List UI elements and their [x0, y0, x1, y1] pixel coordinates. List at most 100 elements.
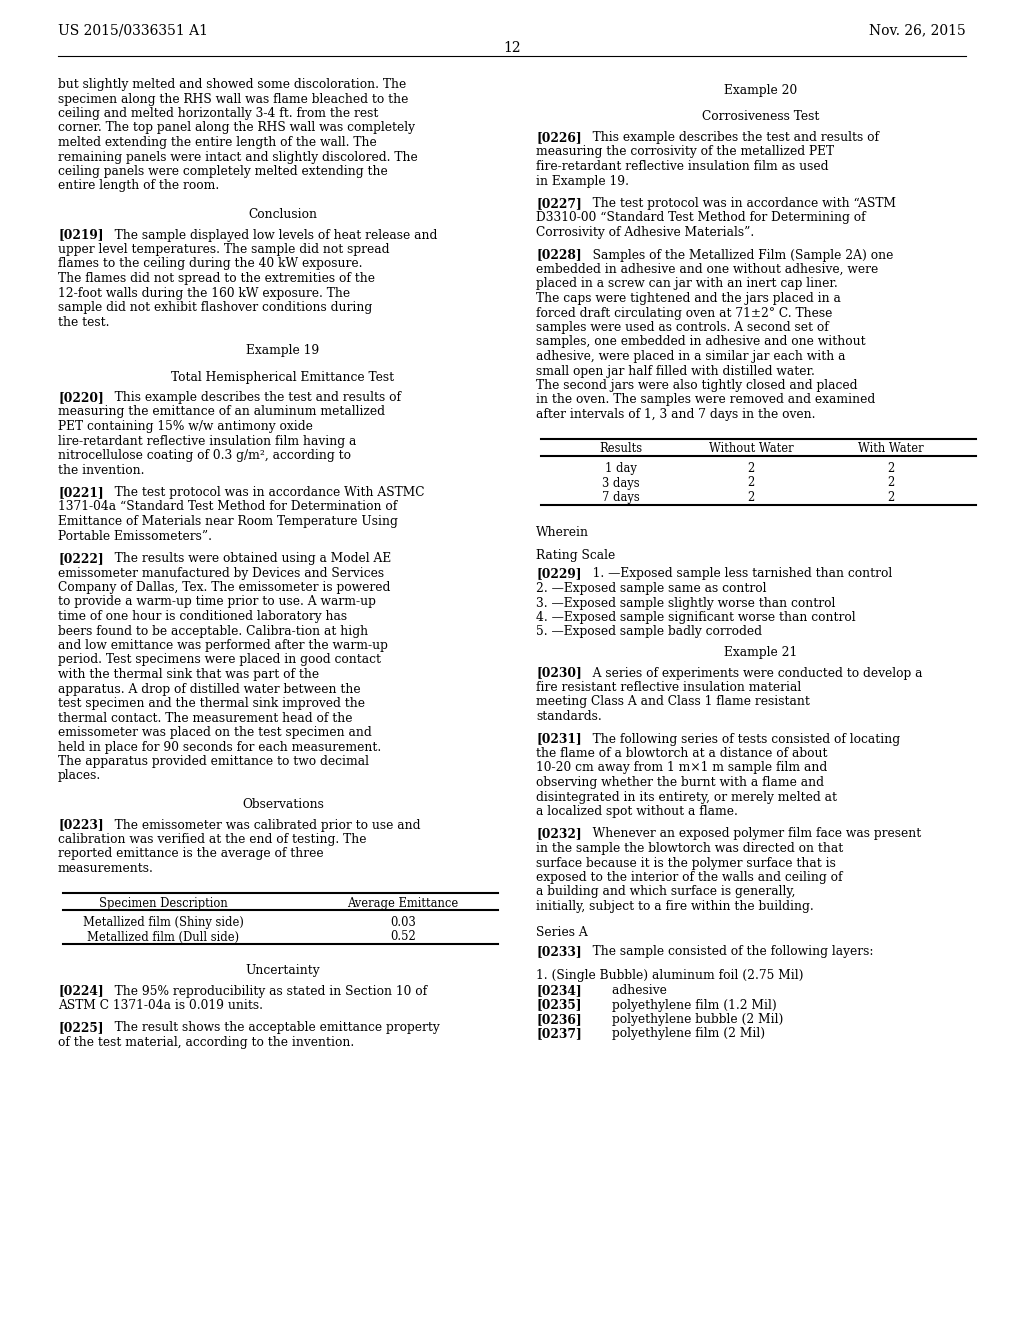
Text: ceiling and melted horizontally 3-4 ft. from the rest: ceiling and melted horizontally 3-4 ft. … — [58, 107, 379, 120]
Text: Nov. 26, 2015: Nov. 26, 2015 — [869, 22, 966, 37]
Text: 2: 2 — [888, 462, 895, 475]
Text: PET containing 15% w/w antimony oxide: PET containing 15% w/w antimony oxide — [58, 420, 313, 433]
Text: the flame of a blowtorch at a distance of about: the flame of a blowtorch at a distance o… — [536, 747, 827, 760]
Text: Example 20: Example 20 — [724, 84, 798, 96]
Text: Without Water: Without Water — [709, 442, 794, 455]
Text: [0223]: [0223] — [58, 818, 103, 832]
Text: 1. (Single Bubble) aluminum foil (2.75 Mil): 1. (Single Bubble) aluminum foil (2.75 M… — [536, 969, 804, 982]
Text: ASTM C 1371-04a is 0.019 units.: ASTM C 1371-04a is 0.019 units. — [58, 999, 263, 1012]
Text: 1 day: 1 day — [605, 462, 637, 475]
Text: Metallized film (Shiny side): Metallized film (Shiny side) — [83, 916, 244, 929]
Text: Metallized film (Dull side): Metallized film (Dull side) — [87, 931, 239, 944]
Text: A series of experiments were conducted to develop a: A series of experiments were conducted t… — [581, 667, 923, 680]
Text: after intervals of 1, 3 and 7 days in the oven.: after intervals of 1, 3 and 7 days in th… — [536, 408, 815, 421]
Text: The caps were tightened and the jars placed in a: The caps were tightened and the jars pla… — [536, 292, 841, 305]
Text: meeting Class A and Class 1 flame resistant: meeting Class A and Class 1 flame resist… — [536, 696, 810, 709]
Text: ceiling panels were completely melted extending the: ceiling panels were completely melted ex… — [58, 165, 388, 178]
Text: The flames did not spread to the extremities of the: The flames did not spread to the extremi… — [58, 272, 375, 285]
Text: test specimen and the thermal sink improved the: test specimen and the thermal sink impro… — [58, 697, 365, 710]
Text: with the thermal sink that was part of the: with the thermal sink that was part of t… — [58, 668, 319, 681]
Text: flames to the ceiling during the 40 kW exposure.: flames to the ceiling during the 40 kW e… — [58, 257, 362, 271]
Text: polyethylene film (2 Mil): polyethylene film (2 Mil) — [581, 1027, 765, 1040]
Text: 0.03: 0.03 — [390, 916, 416, 929]
Text: Observations: Observations — [242, 799, 324, 810]
Text: Conclusion: Conclusion — [249, 209, 317, 220]
Text: reported emittance is the average of three: reported emittance is the average of thr… — [58, 847, 324, 861]
Text: 3 days: 3 days — [602, 477, 640, 490]
Text: [0222]: [0222] — [58, 552, 103, 565]
Text: This example describes the test and results of: This example describes the test and resu… — [581, 131, 879, 144]
Text: small open jar half filled with distilled water.: small open jar half filled with distille… — [536, 364, 815, 378]
Text: forced draft circulating oven at 71±2° C. These: forced draft circulating oven at 71±2° C… — [536, 306, 833, 319]
Text: [0219]: [0219] — [58, 228, 103, 242]
Text: 12-foot walls during the 160 kW exposure. The: 12-foot walls during the 160 kW exposure… — [58, 286, 350, 300]
Text: observing whether the burnt with a flame and: observing whether the burnt with a flame… — [536, 776, 824, 789]
Text: Results: Results — [599, 442, 643, 455]
Text: initially, subject to a fire within the building.: initially, subject to a fire within the … — [536, 900, 814, 913]
Text: samples, one embedded in adhesive and one without: samples, one embedded in adhesive and on… — [536, 335, 865, 348]
Text: With Water: With Water — [858, 442, 924, 455]
Text: The sample consisted of the following layers:: The sample consisted of the following la… — [581, 945, 873, 958]
Text: a building and which surface is generally,: a building and which surface is generall… — [536, 886, 796, 899]
Text: samples were used as controls. A second set of: samples were used as controls. A second … — [536, 321, 828, 334]
Text: 2: 2 — [888, 491, 895, 504]
Text: Samples of the Metallized Film (Sample 2A) one: Samples of the Metallized Film (Sample 2… — [581, 248, 893, 261]
Text: measuring the corrosivity of the metallized PET: measuring the corrosivity of the metalli… — [536, 145, 835, 158]
Text: emissometer was placed on the test specimen and: emissometer was placed on the test speci… — [58, 726, 372, 739]
Text: placed in a screw can jar with an inert cap liner.: placed in a screw can jar with an inert … — [536, 277, 838, 290]
Text: This example describes the test and results of: This example describes the test and resu… — [103, 391, 401, 404]
Text: 10-20 cm away from 1 m×1 m sample film and: 10-20 cm away from 1 m×1 m sample film a… — [536, 762, 827, 775]
Text: but slightly melted and showed some discoloration. The: but slightly melted and showed some disc… — [58, 78, 407, 91]
Text: and low emittance was performed after the warm-up: and low emittance was performed after th… — [58, 639, 388, 652]
Text: 7 days: 7 days — [602, 491, 640, 504]
Text: surface because it is the polymer surface that is: surface because it is the polymer surfac… — [536, 857, 836, 870]
Text: in the oven. The samples were removed and examined: in the oven. The samples were removed an… — [536, 393, 876, 407]
Text: emissometer manufactured by Devices and Services: emissometer manufactured by Devices and … — [58, 566, 384, 579]
Text: adhesive, were placed in a similar jar each with a: adhesive, were placed in a similar jar e… — [536, 350, 846, 363]
Text: Company of Dallas, Tex. The emissometer is powered: Company of Dallas, Tex. The emissometer … — [58, 581, 390, 594]
Text: The sample displayed low levels of heat release and: The sample displayed low levels of heat … — [103, 228, 437, 242]
Text: 0.52: 0.52 — [390, 931, 416, 944]
Text: remaining panels were intact and slightly discolored. The: remaining panels were intact and slightl… — [58, 150, 418, 164]
Text: The result shows the acceptable emittance property: The result shows the acceptable emittanc… — [103, 1022, 439, 1035]
Text: measurements.: measurements. — [58, 862, 154, 875]
Text: [0227]: [0227] — [536, 197, 582, 210]
Text: fire-retardant reflective insulation film as used: fire-retardant reflective insulation fil… — [536, 160, 828, 173]
Text: melted extending the entire length of the wall. The: melted extending the entire length of th… — [58, 136, 377, 149]
Text: to provide a warm-up time prior to use. A warm-up: to provide a warm-up time prior to use. … — [58, 595, 376, 609]
Text: polyethylene bubble (2 Mil): polyethylene bubble (2 Mil) — [581, 1012, 783, 1026]
Text: [0236]: [0236] — [536, 1012, 582, 1026]
Text: Uncertainty: Uncertainty — [246, 964, 321, 977]
Text: in the sample the blowtorch was directed on that: in the sample the blowtorch was directed… — [536, 842, 843, 855]
Text: [0225]: [0225] — [58, 1022, 103, 1035]
Text: of the test material, according to the invention.: of the test material, according to the i… — [58, 1036, 354, 1049]
Text: [0226]: [0226] — [536, 131, 582, 144]
Text: 2: 2 — [748, 462, 755, 475]
Text: fire resistant reflective insulation material: fire resistant reflective insulation mat… — [536, 681, 801, 694]
Text: The test protocol was in accordance With ASTMC: The test protocol was in accordance With… — [103, 486, 425, 499]
Text: [0228]: [0228] — [536, 248, 582, 261]
Text: [0221]: [0221] — [58, 486, 103, 499]
Text: a localized spot without a flame.: a localized spot without a flame. — [536, 805, 738, 818]
Text: Total Hemispherical Emittance Test: Total Hemispherical Emittance Test — [171, 371, 394, 384]
Text: [0230]: [0230] — [536, 667, 582, 680]
Text: time of one hour is conditioned laboratory has: time of one hour is conditioned laborato… — [58, 610, 347, 623]
Text: nitrocellulose coating of 0.3 g/m², according to: nitrocellulose coating of 0.3 g/m², acco… — [58, 449, 351, 462]
Text: [0233]: [0233] — [536, 945, 582, 958]
Text: adhesive: adhesive — [581, 983, 667, 997]
Text: The results were obtained using a Model AE: The results were obtained using a Model … — [103, 552, 391, 565]
Text: The emissometer was calibrated prior to use and: The emissometer was calibrated prior to … — [103, 818, 421, 832]
Text: Whenever an exposed polymer film face was present: Whenever an exposed polymer film face wa… — [581, 828, 922, 841]
Text: 12: 12 — [503, 41, 521, 55]
Text: lire-retardant reflective insulation film having a: lire-retardant reflective insulation fil… — [58, 434, 356, 447]
Text: [0234]: [0234] — [536, 983, 582, 997]
Text: specimen along the RHS wall was flame bleached to the: specimen along the RHS wall was flame bl… — [58, 92, 409, 106]
Text: polyethylene film (1.2 Mil): polyethylene film (1.2 Mil) — [581, 998, 777, 1011]
Text: upper level temperatures. The sample did not spread: upper level temperatures. The sample did… — [58, 243, 389, 256]
Text: corner. The top panel along the RHS wall was completely: corner. The top panel along the RHS wall… — [58, 121, 415, 135]
Text: 4. —Exposed sample significant worse than control: 4. —Exposed sample significant worse tha… — [536, 611, 856, 624]
Text: Series A: Series A — [536, 927, 588, 940]
Text: period. Test specimens were placed in good contact: period. Test specimens were placed in go… — [58, 653, 381, 667]
Text: 2: 2 — [748, 491, 755, 504]
Text: 1. —Exposed sample less tarnished than control: 1. —Exposed sample less tarnished than c… — [581, 568, 892, 581]
